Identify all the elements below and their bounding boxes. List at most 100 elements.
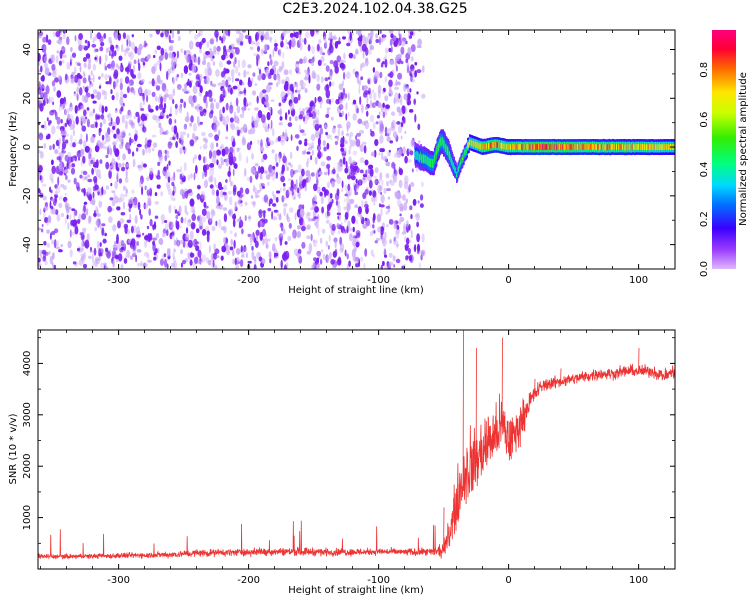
noise-speck	[49, 200, 52, 209]
noise-speck	[39, 151, 44, 159]
noise-speck	[232, 249, 235, 257]
noise-speck	[177, 36, 181, 41]
noise-speck	[315, 30, 320, 36]
noise-speck	[122, 162, 125, 167]
noise-speck	[230, 123, 235, 131]
noise-speck	[281, 79, 286, 85]
noise-speck	[381, 148, 385, 153]
noise-speck	[355, 241, 360, 248]
noise-speck	[241, 254, 245, 258]
noise-speck	[199, 85, 203, 93]
noise-speck	[270, 119, 273, 129]
noise-speck	[38, 30, 44, 37]
noise-speck	[299, 35, 302, 44]
noise-speck	[189, 139, 195, 147]
noise-speck	[179, 147, 183, 155]
noise-speck	[151, 78, 155, 87]
noise-speck	[293, 96, 299, 104]
noise-speck	[338, 92, 342, 98]
noise-speck	[203, 179, 209, 189]
noise-speck	[268, 251, 272, 259]
noise-speck	[94, 226, 97, 232]
noise-speck	[337, 230, 341, 235]
noise-speck	[99, 122, 103, 128]
noise-speck	[275, 196, 279, 203]
noise-speck	[201, 208, 207, 216]
noise-speck	[104, 139, 107, 145]
noise-speck	[220, 161, 224, 166]
noise-speck	[223, 236, 226, 244]
noise-speck	[88, 153, 91, 162]
noise-speck	[111, 94, 115, 101]
noise-speck	[251, 152, 254, 160]
noise-speck	[267, 61, 270, 67]
noise-speck	[78, 44, 83, 52]
noise-speck	[246, 71, 250, 75]
noise-speck	[104, 65, 107, 71]
noise-speck	[343, 140, 348, 145]
noise-speck	[263, 170, 268, 174]
noise-speck	[329, 193, 333, 199]
noise-speck	[192, 123, 197, 132]
noise-speck	[55, 209, 59, 215]
noise-speck	[334, 140, 338, 146]
noise-speck	[317, 108, 320, 117]
noise-speck	[60, 183, 65, 188]
noise-speck	[216, 255, 220, 258]
noise-speck	[369, 99, 373, 109]
noise-speck	[237, 129, 241, 133]
noise-speck	[301, 168, 305, 177]
noise-speck	[62, 141, 66, 150]
noise-speck	[131, 34, 134, 38]
noise-speck	[49, 232, 52, 240]
noise-speck	[67, 108, 70, 114]
noise-speck	[163, 253, 167, 258]
noise-speck	[288, 162, 292, 166]
noise-speck	[286, 166, 289, 171]
noise-speck	[199, 225, 203, 230]
noise-speck	[180, 262, 183, 268]
noise-speck	[113, 72, 118, 80]
noise-speck	[110, 182, 113, 187]
noise-speck	[192, 95, 197, 103]
noise-speck	[353, 165, 358, 172]
noise-speck	[245, 187, 250, 195]
noise-speck	[132, 158, 136, 168]
noise-speck	[106, 114, 110, 118]
noise-speck	[316, 186, 321, 194]
noise-speck	[299, 210, 302, 219]
noise-speck	[160, 32, 164, 38]
noise-speck	[251, 77, 254, 83]
noise-speck	[356, 75, 360, 84]
noise-speck	[359, 256, 364, 262]
noise-speck	[298, 191, 301, 199]
noise-speck	[67, 179, 71, 183]
noise-speck	[196, 184, 201, 190]
noise-speck	[59, 50, 63, 59]
noise-speck	[67, 113, 70, 121]
noise-speck	[165, 129, 169, 135]
noise-speck	[112, 260, 115, 268]
noise-speck	[407, 47, 412, 56]
noise-speck	[409, 76, 414, 82]
noise-speck	[111, 190, 116, 194]
noise-speck	[257, 74, 262, 81]
noise-speck	[91, 253, 94, 262]
noise-speck	[43, 205, 49, 211]
noise-speck	[90, 93, 95, 99]
noise-speck	[180, 239, 185, 244]
noise-speck	[112, 224, 117, 232]
noise-speck	[417, 38, 422, 46]
colorbar-label: Normalized spectral amplitude	[738, 72, 749, 226]
noise-speck	[321, 52, 326, 56]
noise-speck	[341, 130, 344, 137]
noise-speck	[324, 189, 329, 196]
noise-speck	[280, 40, 284, 48]
noise-speck	[376, 58, 381, 63]
noise-speck	[88, 57, 92, 64]
noise-speck	[363, 85, 368, 90]
noise-speck	[103, 96, 108, 100]
noise-speck	[138, 123, 142, 127]
noise-speck	[92, 74, 95, 83]
noise-speck	[334, 41, 338, 49]
